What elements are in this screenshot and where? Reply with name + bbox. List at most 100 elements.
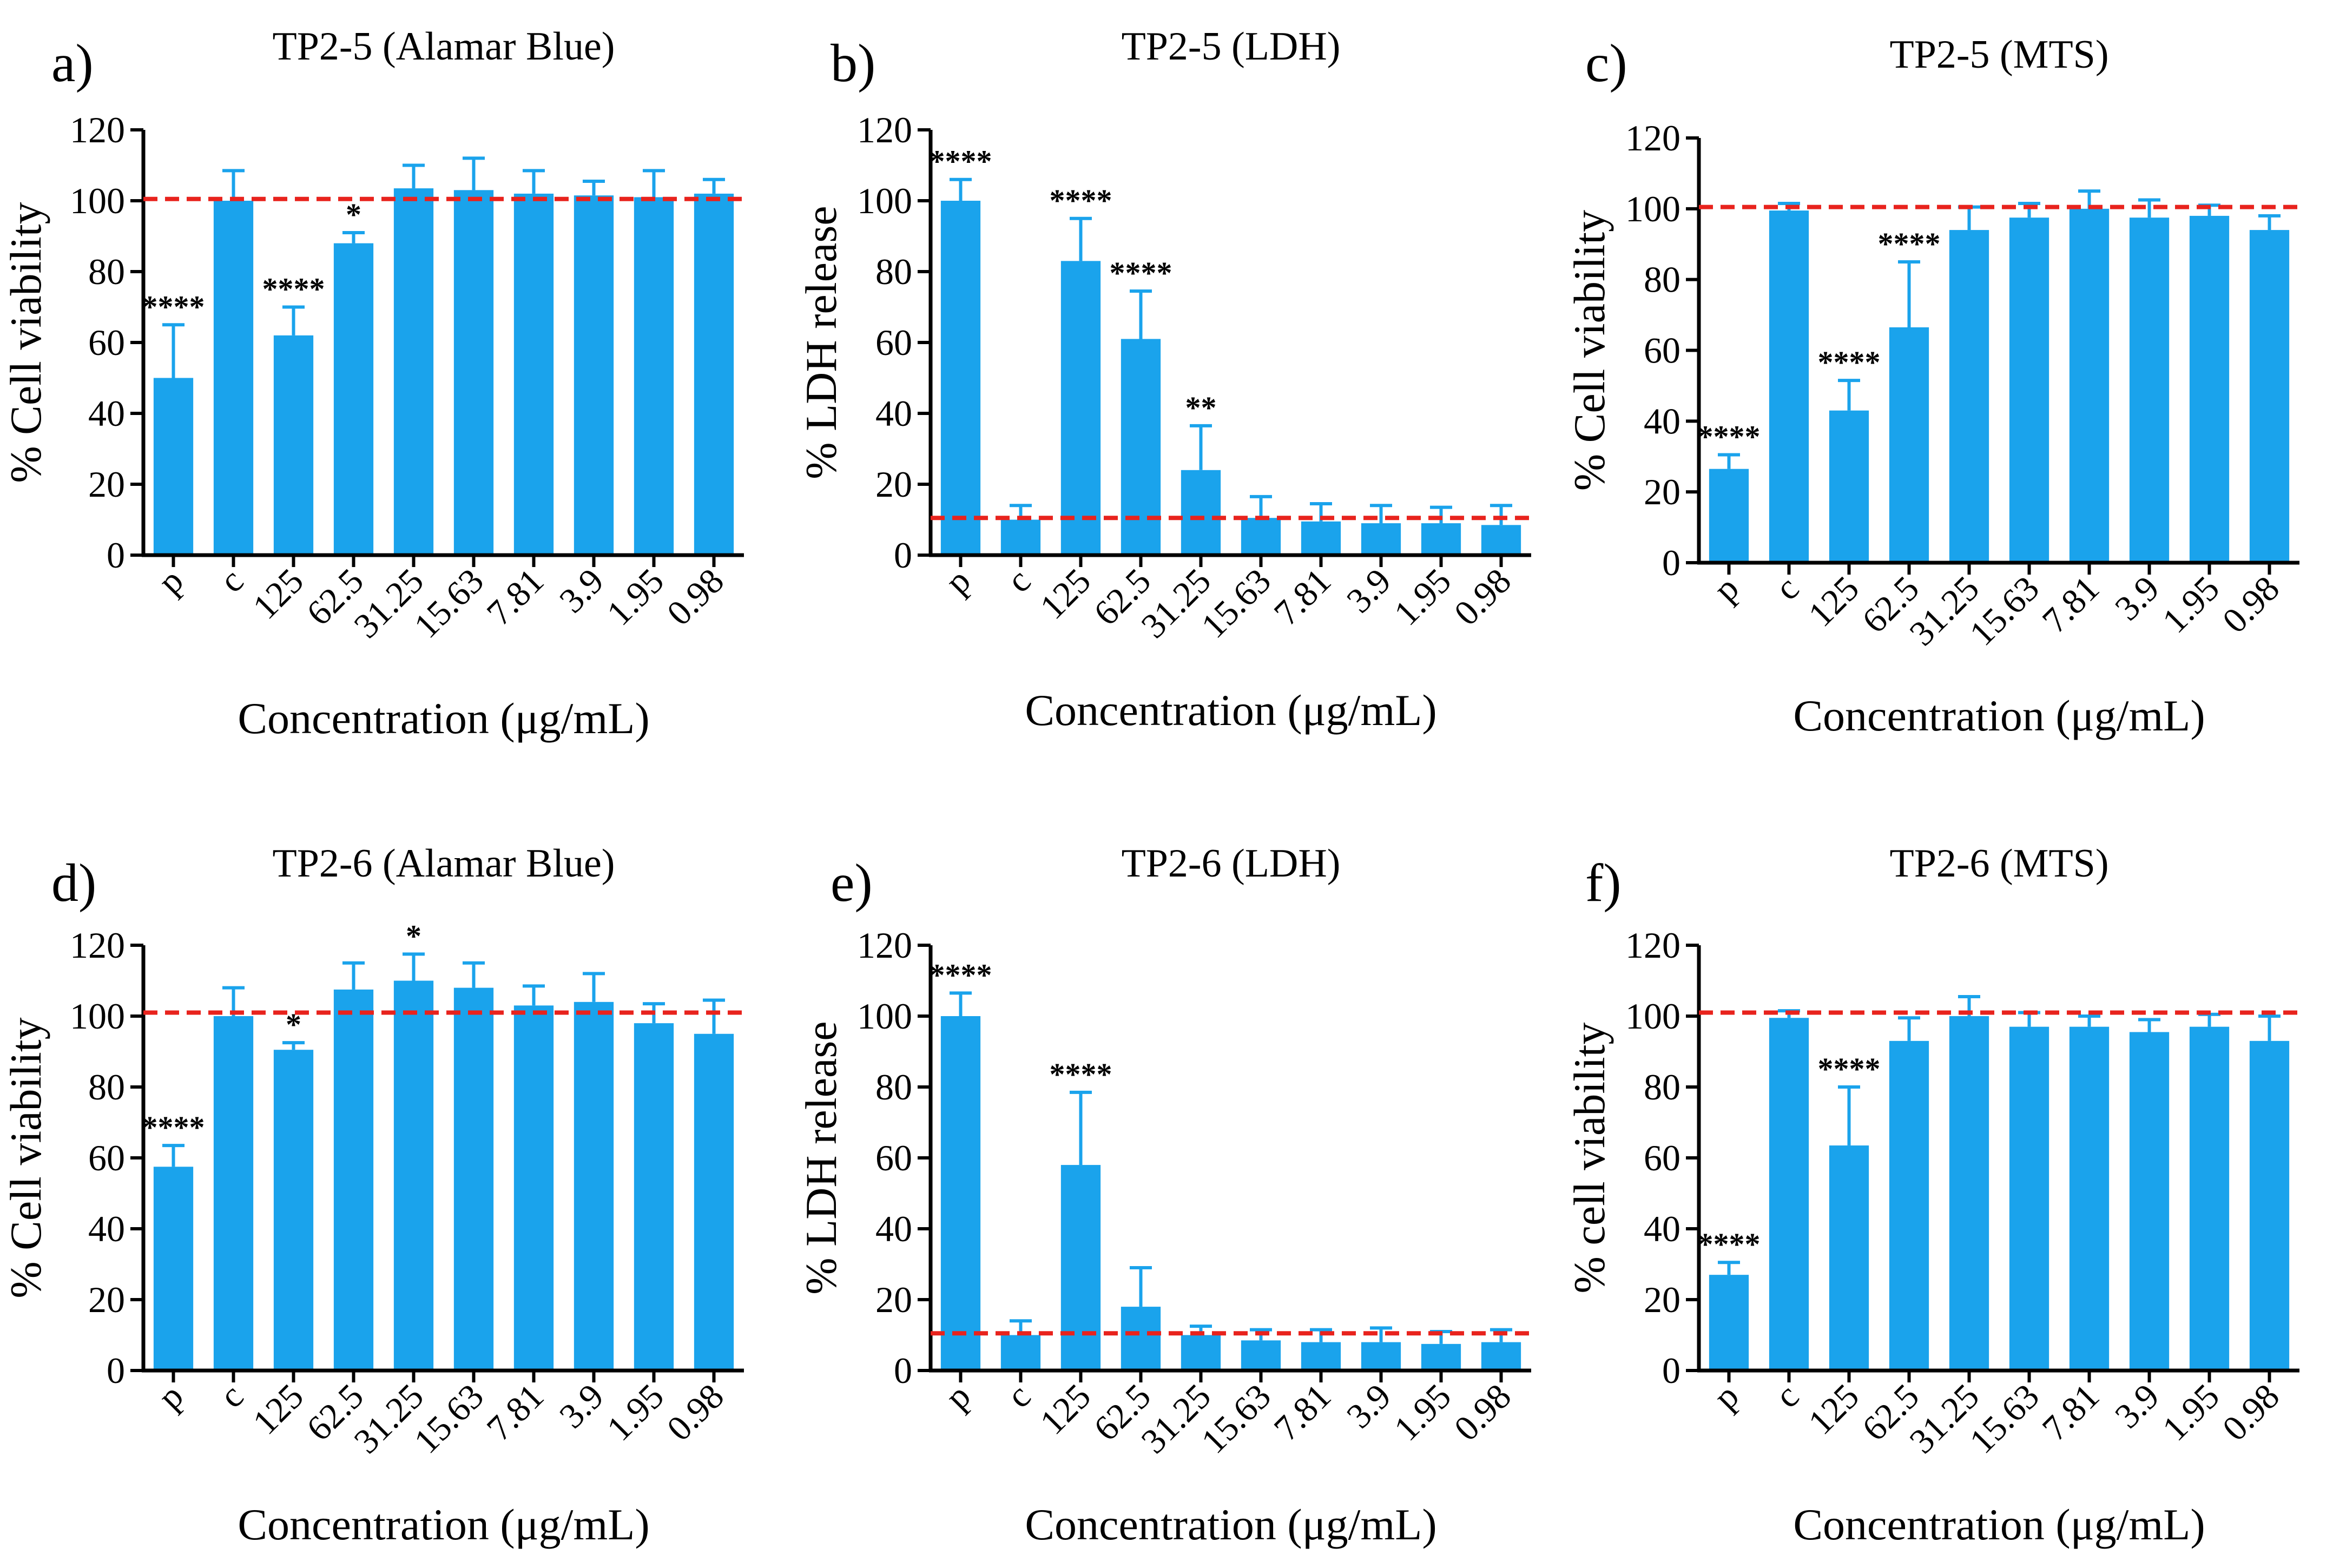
y-axis-title: % Cell viability [1, 1017, 50, 1298]
significance-marker: **** [1818, 1051, 1881, 1086]
y-tick-label: 20 [1644, 1279, 1680, 1320]
significance-marker: ** [1185, 390, 1217, 425]
bar-c [1000, 519, 1041, 555]
x-tick-label: 3.9 [552, 1376, 611, 1436]
bar-3.9 [574, 1002, 614, 1371]
x-tick-label: 1.95 [1387, 1376, 1459, 1448]
bar-125 [1829, 1145, 1869, 1371]
y-tick-label: 80 [875, 251, 912, 292]
bar-p [153, 1167, 194, 1371]
bar-0.98 [694, 193, 734, 555]
bar-c [1000, 1335, 1041, 1371]
bar-125 [273, 1050, 314, 1371]
bar-p [940, 1016, 981, 1371]
bar-125 [1829, 410, 1869, 563]
bar-p [153, 378, 194, 555]
x-tick-label: c [1768, 1376, 1807, 1415]
bar-62.5 [333, 243, 374, 556]
y-tick-label: 20 [875, 1279, 912, 1320]
y-axis-title: % LDH release [796, 1021, 846, 1294]
y-tick-label: 40 [875, 1208, 912, 1249]
significance-marker: **** [1698, 419, 1761, 454]
bar-p [1709, 469, 1749, 563]
x-tick-label: 1.95 [2155, 569, 2227, 641]
x-tick-label: c [999, 1376, 1038, 1415]
y-tick-label: 120 [70, 109, 125, 150]
significance-marker: **** [262, 272, 325, 307]
bar-1.95 [2189, 215, 2230, 563]
chart-panel-4: d) TP2-6 (Alamar Blue)******0204060801001… [1, 841, 749, 1549]
bar-31.25 [1949, 1016, 1989, 1371]
panel-letter: d) [51, 853, 96, 913]
x-tick-label: c [1768, 569, 1807, 608]
y-tick-label: 120 [1625, 925, 1680, 966]
panel-letter: c) [1585, 33, 1627, 93]
x-tick-label: 31.25 [1133, 561, 1218, 646]
x-tick-label: 7.81 [2035, 1376, 2107, 1448]
bar-0.98 [1481, 1342, 1521, 1371]
x-axis-title: Concentration (μg/mL) [1793, 1500, 2205, 1549]
x-tick-label: 125 [245, 1376, 311, 1442]
bar-7.81 [2069, 208, 2110, 563]
bar-1.95 [634, 197, 674, 555]
significance-marker: **** [1050, 1057, 1112, 1092]
bar-c [213, 201, 254, 555]
x-tick-label: 7.81 [479, 561, 551, 633]
x-tick-label: 0.98 [1447, 1376, 1519, 1448]
x-tick-label: p [1706, 569, 1747, 609]
chart-title: TP2-5 (LDH) [1122, 24, 1341, 69]
y-tick-label: 100 [1625, 188, 1680, 229]
bar-125 [1060, 261, 1101, 556]
bar-7.81 [513, 1005, 554, 1371]
y-axis-title: % cell viability [1565, 1023, 1614, 1294]
bar-62.5 [1121, 1307, 1161, 1371]
x-tick-label: 15.63 [1194, 1376, 1278, 1461]
significance-marker: **** [1110, 255, 1172, 291]
x-tick-label: c [999, 561, 1038, 600]
y-tick-label: 60 [1644, 1137, 1680, 1178]
y-tick-label: 60 [875, 322, 912, 363]
y-tick-label: 100 [857, 996, 912, 1037]
x-tick-label: c [212, 1376, 251, 1415]
chart-panel-3: c) TP2-5 (MTS) **** **** **** 0 20 40 60 80 100 120… [1565, 32, 2305, 740]
panel-letter: f) [1585, 853, 1622, 913]
bar-c [1769, 210, 1809, 563]
bar-3.9 [2129, 218, 2170, 563]
bar-3.9 [1361, 1342, 1401, 1371]
panel-letter: e) [831, 853, 873, 913]
x-tick-label: p [938, 561, 978, 602]
y-tick-label: 0 [894, 535, 912, 576]
bar-3.9 [574, 195, 614, 555]
x-tick-label: 3.9 [1339, 1376, 1399, 1436]
y-tick-label: 100 [70, 996, 125, 1037]
bar-62.5 [333, 989, 374, 1371]
bar-0.98 [694, 1033, 734, 1371]
y-tick-label: 0 [1662, 1350, 1680, 1391]
y-tick-label: 0 [894, 1350, 912, 1391]
bar-3.9 [2129, 1032, 2170, 1371]
x-tick-label: 1.95 [1387, 561, 1459, 633]
y-tick-label: 40 [1644, 400, 1680, 442]
y-tick-label: 100 [70, 180, 125, 221]
x-tick-label: 3.9 [2107, 569, 2167, 628]
bar-15.63 [2009, 1026, 2049, 1371]
x-tick-label: 31.25 [1133, 1376, 1218, 1461]
x-tick-label: 15.63 [406, 1376, 491, 1461]
x-tick-label: 125 [1032, 1376, 1098, 1442]
y-tick-label: 80 [88, 1066, 125, 1108]
x-tick-label: 0.98 [660, 561, 731, 633]
chart-panel-2: b) TP2-5 (LDH)**************0204060801001… [796, 24, 1537, 735]
chart-title: TP2-6 (LDH) [1122, 841, 1341, 886]
x-axis-title: Concentration (μg/mL) [238, 1500, 649, 1549]
chart-panel-6: f) TP2-6 (MTS) **** **** 0 20 40 60 80 100 120 p c12… [1565, 841, 2305, 1549]
x-tick-label: 125 [1032, 561, 1098, 627]
chart-title: TP2-6 (MTS) [1890, 841, 2109, 886]
bar-31.25 [1949, 230, 1989, 563]
panel-letter: b) [831, 33, 875, 93]
y-tick-label: 40 [88, 1208, 125, 1249]
x-axis-title: Concentration (μg/mL) [1025, 1500, 1436, 1549]
y-tick-label: 120 [857, 109, 912, 150]
bar-0.98 [1481, 525, 1521, 555]
x-tick-label: p [150, 561, 191, 602]
